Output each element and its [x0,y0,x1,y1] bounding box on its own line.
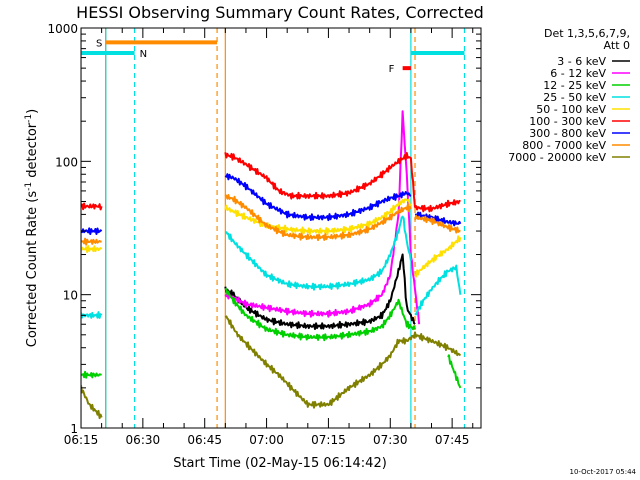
y-axis-label-mid: detector [25,122,40,182]
x-tick-label: 06:45 [187,433,222,447]
series-line [224,198,412,236]
x-tick-label: 07:30 [373,433,408,447]
x-tick-label: 07:15 [311,433,346,447]
series-line [224,194,412,241]
series-3-6-kev [224,253,416,330]
series-300-800-kev [81,173,462,235]
series-line [81,370,102,379]
series-7000-20000-kev [81,315,462,420]
series-6-12-kev [224,110,421,325]
legend-entry-label: 800 - 7000 keV [522,139,606,152]
x-axis-label: Start Time (02-May-15 06:14:42) [173,456,387,471]
series-line [447,354,462,389]
legend-entry-label: 3 - 6 keV [557,55,606,68]
footer-timestamp: 10-Oct-2017 05:44 [570,468,637,476]
series-line [224,110,421,325]
legend-entry-label: 100 - 300 keV [529,115,606,128]
series-line [81,237,102,246]
series-line [224,253,416,330]
series-line [224,152,416,208]
y-tick-label: 10 [63,289,78,303]
series-line [414,264,462,316]
series-12-25-kev [81,287,462,389]
series-line [414,214,461,234]
legend-header-line-1: Det 1,3,5,6,7,9, [544,27,630,40]
y-axis-label: Corrected Count Rate (s-1 detector-1) [24,109,40,347]
legend-entry-label: 12 - 25 keV [543,79,606,92]
series-line [81,245,103,253]
x-tick-label: 07:00 [249,433,284,447]
series-50-100-kev [81,198,462,278]
y-axis-label-end: ) [25,109,40,114]
x-tick-label: 06:30 [126,433,161,447]
legend-entry-label: 50 - 100 keV [536,103,606,116]
y-axis-label-sup2: -1 [24,114,34,123]
series-line [81,385,103,420]
y-tick-label: 1000 [47,22,78,36]
series-line [81,202,103,211]
legend-entry-label: 7000 - 20000 keV [508,151,606,164]
y-axis-label-main: Corrected Count Rate (s [25,191,40,348]
x-tick-label: 06:15 [64,433,99,447]
series-line [224,315,462,409]
legend-entry-label: 6 - 12 keV [550,67,606,80]
state-bar-label: S [96,38,102,49]
series-line [225,215,412,291]
series-line [414,211,462,227]
series-800-7000-kev [81,194,461,246]
plot-area: S N F 1 10 100 1000 06:15 06:30 06:45 07:00 07:15… [47,22,482,447]
y-axis-label-sup1: -1 [24,182,34,191]
series-line [414,235,462,278]
state-bar-label: N [140,49,147,60]
legend-entry-label: 25 - 50 keV [543,91,606,104]
x-tick-label: 07:45 [435,433,470,447]
series-100-300-kev [81,152,461,213]
legend-header-line-2: Att 0 [604,39,630,52]
series-line [81,227,103,235]
series-line [224,173,412,222]
y-tick-label: 100 [55,155,78,169]
series-line [224,287,416,342]
chart-title: HESSI Observing Summary Count Rates, Cor… [76,3,484,22]
svg-text:Corrected Count Rate (s-1 dete: Corrected Count Rate (s-1 detector-1) [24,109,40,347]
legend-entry-label: 300 - 800 keV [529,127,606,140]
series-line [414,199,461,213]
plot-frame [80,27,482,429]
y-tick-label: 1 [70,422,78,436]
state-bar-label: F [389,64,395,75]
